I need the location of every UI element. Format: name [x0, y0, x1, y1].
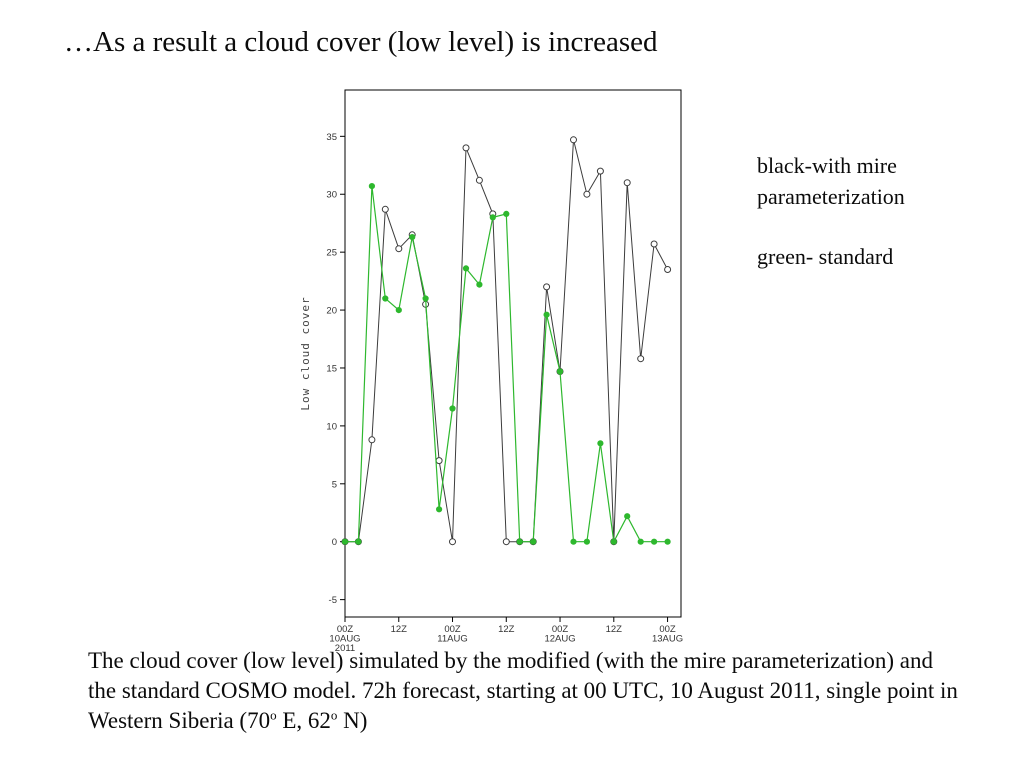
x-tick-label: 10AUG: [329, 634, 360, 645]
open-circle-marker: [381, 205, 389, 213]
filled-circle-marker: [368, 183, 376, 190]
caption-text-3: N): [337, 708, 368, 733]
open-circle-marker: [570, 136, 577, 144]
open-circle-marker: [395, 245, 403, 253]
legend-spacer: [757, 212, 997, 241]
series-black-mire: [341, 136, 672, 546]
open-circle-marker: [449, 538, 456, 546]
figure-caption: The cloud cover (low level) simulated by…: [88, 646, 966, 736]
legend-black-label-line1: black-with mire: [757, 153, 897, 178]
filled-circle-marker: [637, 538, 644, 545]
y-tick-label: 35: [326, 132, 337, 143]
filled-circle-marker: [449, 405, 456, 412]
x-tick-label: 11AUG: [437, 634, 467, 645]
series-line: [345, 139, 669, 543]
caption-text-1: The cloud cover (low level) simulated by…: [88, 648, 958, 733]
filled-circle-marker: [409, 234, 416, 241]
filled-circle-marker: [664, 538, 671, 545]
x-tick-label: 00Z: [659, 624, 676, 635]
filled-circle-marker: [462, 265, 470, 272]
series-green-standard: [341, 183, 671, 545]
series-line: [345, 186, 668, 544]
open-circle-marker: [435, 457, 443, 465]
caption-sup-2: o: [330, 707, 338, 723]
slide-title: …As a result a cloud cover (low level) i…: [64, 26, 658, 58]
x-tick-label: 00Z: [552, 624, 569, 635]
y-axis: -5 0 5 10 15 20 25 30 35: [326, 132, 345, 606]
y-tick-label: 30: [326, 190, 337, 201]
open-circle-marker: [502, 538, 510, 546]
caption-text-2: E, 62: [276, 708, 331, 733]
filled-circle-marker: [556, 368, 564, 375]
open-circle-marker: [583, 190, 591, 198]
filled-circle-marker: [583, 538, 590, 545]
y-tick-label: 20: [326, 306, 337, 317]
open-circle-marker: [650, 240, 658, 248]
filled-circle-marker: [341, 538, 349, 545]
filled-circle-marker: [382, 295, 389, 302]
filled-circle-marker: [610, 538, 617, 545]
y-tick-label: 0: [332, 537, 337, 548]
filled-circle-marker: [597, 440, 604, 447]
filled-circle-marker: [530, 538, 537, 545]
y-tick-label: 25: [326, 248, 337, 259]
filled-circle-marker: [543, 311, 550, 318]
filled-circle-marker: [436, 506, 443, 513]
low-cloud-cover-chart: -5 0 5 10 15 20 25 30 35 00Z 10AUG 2011 12Z 00Z 11AUG 1…: [293, 78, 693, 668]
open-circle-marker: [462, 144, 470, 152]
caption-sup-1: o: [270, 707, 277, 723]
open-circle-marker: [664, 266, 672, 273]
x-tick-label: 2011: [335, 643, 355, 654]
open-circle-marker: [543, 283, 551, 291]
y-tick-label: 5: [332, 479, 337, 490]
filled-circle-marker: [503, 210, 510, 217]
x-tick-label: 00Z: [444, 624, 461, 635]
legend-black-label-line2: parameterization: [757, 184, 905, 209]
filled-circle-marker: [422, 295, 429, 302]
open-circle-marker: [368, 436, 376, 444]
legend-green-label: green- standard: [757, 244, 894, 269]
y-axis-title: Low cloud cover: [299, 296, 312, 410]
filled-circle-marker: [489, 214, 496, 221]
filled-circle-marker: [476, 281, 483, 288]
x-tick-label: 13AUG: [652, 634, 683, 645]
x-tick-label: 12AUG: [544, 634, 575, 645]
y-tick-label: 10: [326, 421, 337, 432]
legend-note: black-with mire parameterization green- …: [757, 150, 997, 272]
open-circle-marker: [637, 355, 645, 363]
x-tick-label: 12Z: [498, 624, 515, 635]
filled-circle-marker: [395, 307, 402, 314]
x-tick-label: 00Z: [337, 624, 354, 635]
filled-circle-marker: [570, 538, 577, 545]
open-circle-marker: [623, 179, 631, 187]
filled-circle-marker: [355, 538, 362, 545]
y-tick-label: 15: [326, 363, 337, 374]
x-tick-label: 12Z: [606, 624, 623, 635]
open-circle-marker: [596, 167, 604, 175]
filled-circle-marker: [651, 538, 658, 545]
chart-frame: [344, 89, 682, 618]
filled-circle-marker: [624, 513, 631, 520]
x-tick-label: 12Z: [391, 624, 408, 635]
y-tick-label: -5: [329, 595, 337, 606]
open-circle-marker: [475, 176, 483, 184]
filled-circle-marker: [516, 538, 523, 545]
